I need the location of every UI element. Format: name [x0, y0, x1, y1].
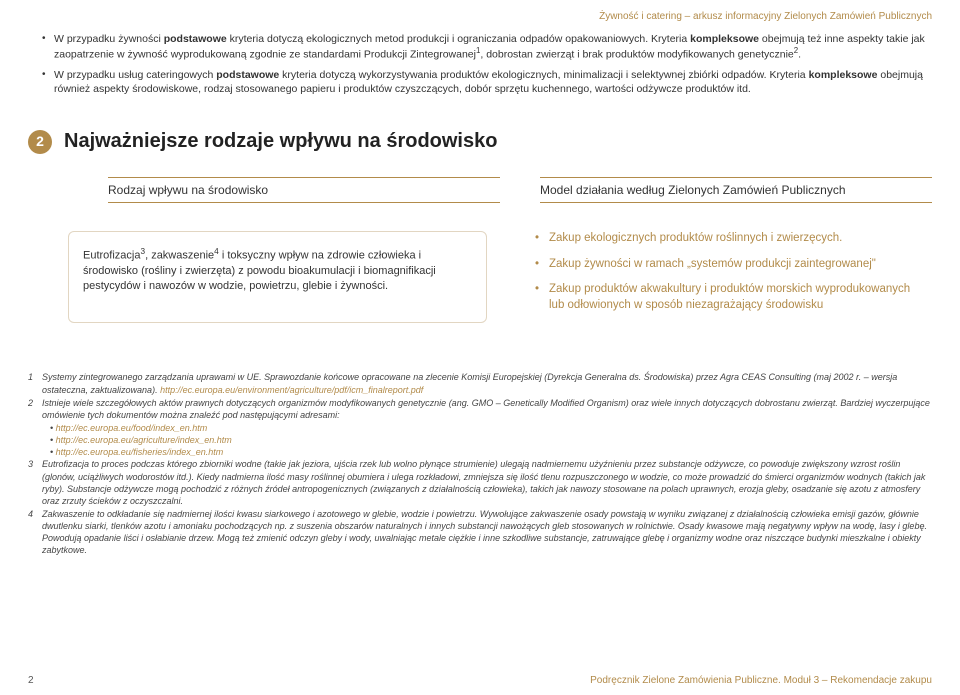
left-column-header: Rodzaj wpływu na środowisko [108, 177, 500, 203]
footnote-2-text: Istnieje wiele szczegółowych aktów prawn… [42, 397, 932, 421]
footnotes: 1 Systemy zintegrowanego zarządzania upr… [28, 371, 932, 556]
action-item-2: Zakup żywności w ramach „systemów produk… [535, 257, 924, 273]
section-number-badge: 2 [28, 130, 52, 154]
running-header: Żywność i catering – arkusz informacyjny… [599, 10, 932, 24]
right-column-header: Model działania według Zielonych Zamówie… [540, 177, 932, 203]
impact-description-box: Eutrofizacja3, zakwaszenie4 i toksyczny … [68, 231, 487, 323]
intro-bullet-1: W przypadku żywności podstawowe kryteria… [42, 32, 932, 62]
footnote-2-link-2: http://ec.europa.eu/agriculture/index_en… [56, 435, 232, 445]
intro-bullet-2: W przypadku usług cateringowych podstawo… [42, 68, 932, 96]
footer-module: Podręcznik Zielone Zamówienia Publiczne.… [590, 674, 932, 688]
footnote-1-num: 1 [28, 371, 38, 395]
action-item-1: Zakup ekologicznych produktów roślinnych… [535, 231, 924, 247]
footnote-1-text: Systemy zintegrowanego zarządzania upraw… [42, 371, 932, 395]
section-header-row: 2 Najważniejsze rodzaje wpływu na środow… [28, 128, 932, 155]
column-body: Eutrofizacja3, zakwaszenie4 i toksyczny … [28, 231, 932, 323]
footnote-3-num: 3 [28, 458, 38, 507]
footnote-4-num: 4 [28, 508, 38, 557]
page-number: 2 [28, 674, 34, 688]
footnote-2-link-1: http://ec.europa.eu/food/index_en.htm [56, 423, 208, 433]
footnote-2-num: 2 [28, 397, 38, 421]
footnote-2-link-3: http://ec.europa.eu/fisheries/index_en.h… [56, 447, 224, 457]
action-model-box: Zakup ekologicznych produktów roślinnych… [527, 231, 932, 323]
footnote-1-link: http://ec.europa.eu/environment/agricult… [160, 385, 423, 395]
intro-bullet-list: W przypadku żywności podstawowe kryteria… [28, 32, 932, 96]
footnote-2-links: http://ec.europa.eu/food/index_en.htm ht… [28, 422, 932, 458]
action-item-3: Zakup produktów akwakultury i produktów … [535, 282, 924, 313]
column-headers: Rodzaj wpływu na środowisko Model działa… [28, 177, 932, 203]
footnote-4-text: Zakwaszenie to odkładanie się nadmiernej… [42, 508, 932, 557]
footnote-3-text: Eutrofizacja to proces podczas którego z… [42, 458, 932, 507]
section-title: Najważniejsze rodzaje wpływu na środowis… [64, 128, 497, 155]
